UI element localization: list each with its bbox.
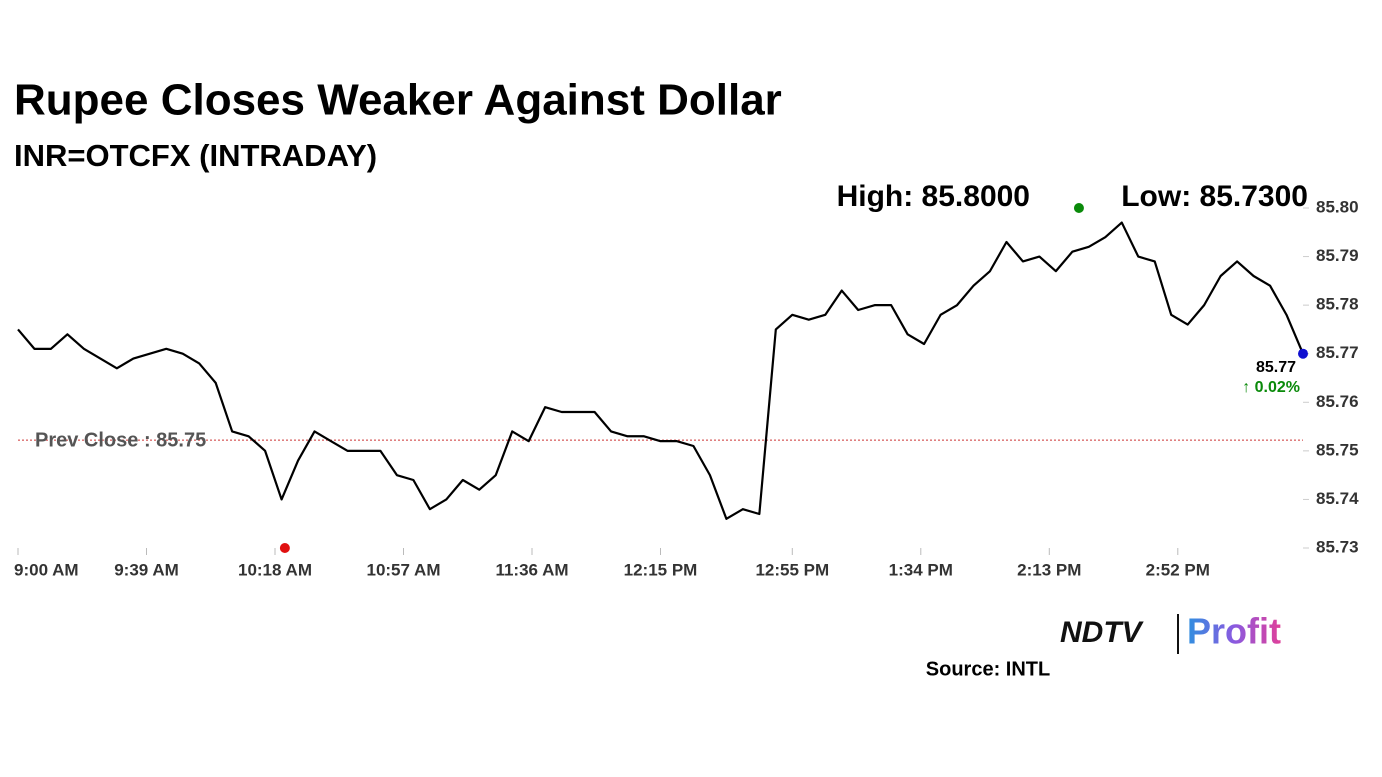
y-tick-label: 85.76 (1316, 392, 1359, 411)
chart-title: Rupee Closes Weaker Against Dollar (14, 76, 782, 125)
last-dot (1298, 348, 1308, 359)
x-tick-label: 9:00 AM (14, 560, 79, 579)
y-tick-label: 85.77 (1316, 343, 1359, 362)
y-tick-label: 85.73 (1316, 537, 1359, 556)
chart-subtitle: INR=OTCFX (INTRADAY) (14, 138, 377, 173)
y-tick-label: 85.79 (1316, 246, 1359, 265)
high-label: High: 85.8000 (837, 180, 1030, 213)
price-line (17, 221, 1305, 520)
change-label: ↑ 0.02% (1242, 379, 1300, 396)
low-label: Low: 85.7300 (1121, 180, 1308, 213)
x-tick-label: 12:15 PM (624, 560, 698, 579)
logo-ndtv: NDTV (1060, 616, 1145, 649)
y-tick-label: 85.74 (1316, 489, 1359, 508)
y-tick-label: 85.78 (1316, 295, 1359, 314)
x-tick-label: 9:39 AM (114, 560, 179, 579)
y-tick-label: 85.75 (1316, 440, 1359, 459)
x-tick-label: 11:36 AM (495, 560, 568, 579)
x-tick-label: 1:34 PM (889, 560, 953, 579)
source: Source: INTL (926, 658, 1050, 680)
x-tick-label: 10:18 AM (238, 560, 312, 579)
x-tick-label: 2:13 PM (1017, 560, 1081, 579)
x-tick-label: 2:52 PM (1146, 560, 1210, 579)
low-dot (279, 543, 290, 553)
prev-close-label: Prev Close : 85.75 (35, 429, 206, 451)
logo-profit: Profit (1187, 611, 1281, 652)
high-dot (1073, 203, 1084, 213)
x-tick-label: 12:55 PM (755, 560, 829, 579)
last-value-label: 85.77 (1256, 359, 1296, 376)
x-tick-label: 10:57 AM (366, 560, 440, 579)
y-tick-label: 85.80 (1316, 197, 1359, 216)
